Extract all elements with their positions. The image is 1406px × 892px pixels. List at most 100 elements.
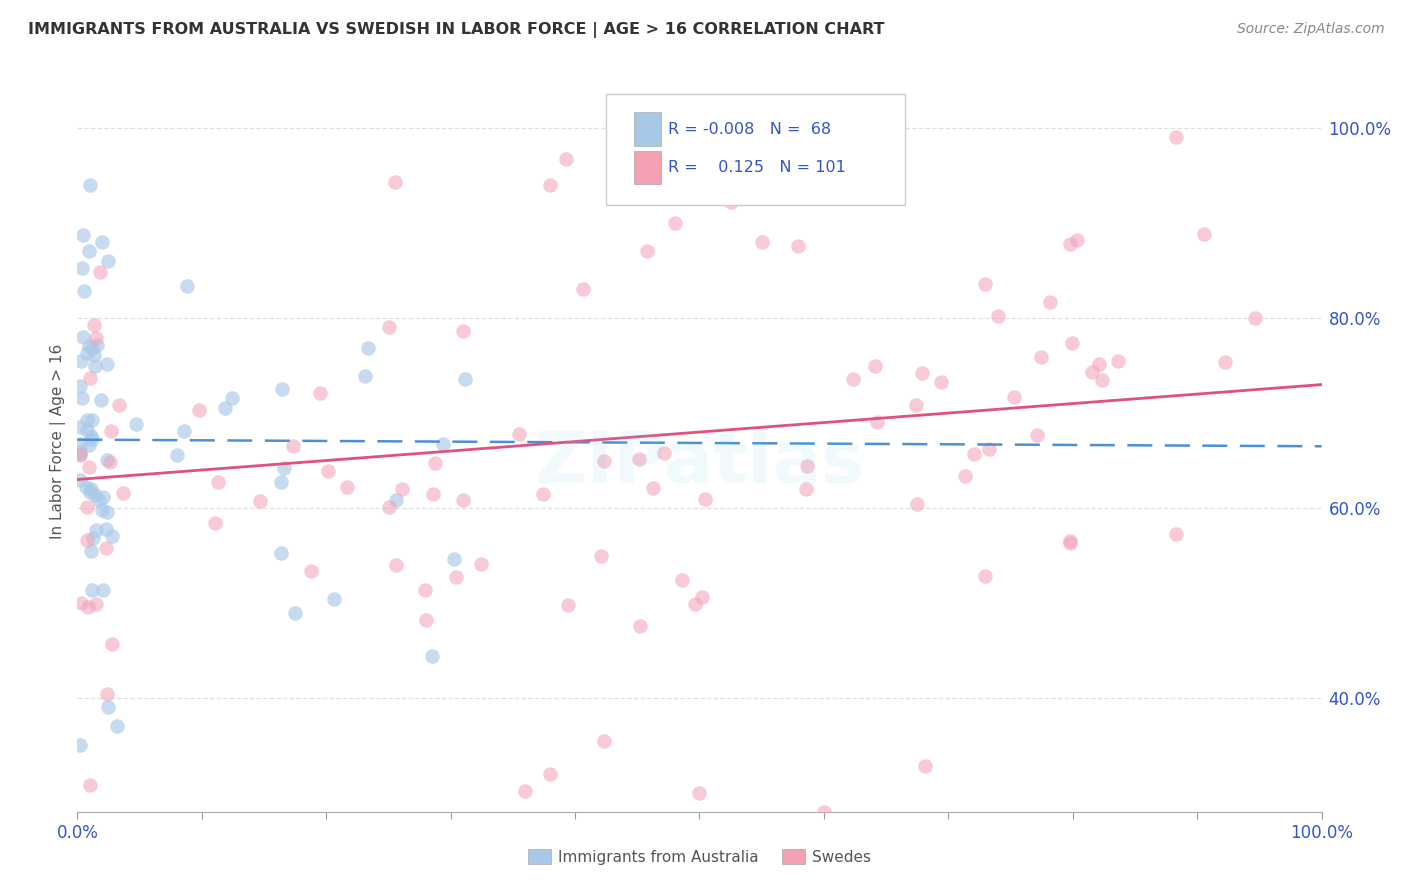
Point <box>444 570 467 584</box>
Point <box>794 483 817 497</box>
Point <box>166 448 188 462</box>
Point <box>69 447 91 461</box>
Point <box>813 805 835 819</box>
Point <box>557 599 579 613</box>
Point <box>76 599 98 614</box>
Point <box>86 338 108 352</box>
Text: IMMIGRANTS FROM AUSTRALIA VS SWEDISH IN LABOR FORCE | AGE > 16 CORRELATION CHART: IMMIGRANTS FROM AUSTRALIA VS SWEDISH IN … <box>28 22 884 38</box>
Point <box>787 239 810 253</box>
Point <box>76 346 98 360</box>
Point <box>422 487 444 501</box>
Point <box>69 739 91 753</box>
Point <box>422 649 444 664</box>
Point <box>77 339 100 353</box>
Point <box>188 403 211 417</box>
Point <box>79 778 101 792</box>
Point <box>451 492 474 507</box>
Point <box>1194 227 1216 241</box>
FancyBboxPatch shape <box>606 94 905 204</box>
Point <box>987 309 1010 323</box>
Point <box>80 583 103 598</box>
Point <box>336 480 359 494</box>
Point <box>100 424 122 438</box>
Point <box>76 423 98 437</box>
Point <box>87 493 110 508</box>
Point <box>589 549 612 563</box>
Point <box>70 596 93 610</box>
Point <box>84 597 107 611</box>
Point <box>689 786 711 800</box>
Point <box>796 458 818 473</box>
Point <box>112 486 135 500</box>
Point <box>91 491 114 505</box>
Point <box>299 564 322 578</box>
Point <box>1002 390 1025 404</box>
Point <box>76 500 98 515</box>
Point <box>1066 233 1088 247</box>
Point <box>1026 428 1049 442</box>
Point <box>96 505 118 519</box>
Point <box>1059 534 1081 549</box>
Point <box>207 475 229 490</box>
Point <box>77 438 100 452</box>
Point <box>572 282 595 296</box>
Point <box>1244 311 1267 326</box>
Point <box>354 368 377 383</box>
Point <box>82 341 104 355</box>
Point <box>91 235 114 250</box>
Point <box>89 265 111 279</box>
Point <box>75 480 97 494</box>
Point <box>628 451 651 466</box>
Point <box>77 244 100 259</box>
Point <box>914 759 936 773</box>
Y-axis label: In Labor Force | Age > 16: In Labor Force | Age > 16 <box>51 344 66 539</box>
Point <box>97 254 120 268</box>
Point <box>1059 236 1081 251</box>
Point <box>80 429 103 443</box>
Text: Source: ZipAtlas.com: Source: ZipAtlas.com <box>1237 22 1385 37</box>
Point <box>1213 354 1236 368</box>
Point <box>423 456 446 470</box>
Point <box>96 357 118 371</box>
Point <box>538 178 561 193</box>
Point <box>84 488 107 502</box>
Point <box>929 375 952 389</box>
Point <box>96 452 118 467</box>
Point <box>221 392 243 406</box>
Point <box>415 583 437 598</box>
Point <box>69 445 91 459</box>
Point <box>593 734 616 748</box>
Point <box>84 331 107 345</box>
Point <box>973 277 995 291</box>
Point <box>1029 350 1052 364</box>
Text: R =    0.125   N = 101: R = 0.125 N = 101 <box>668 160 846 175</box>
Point <box>69 353 91 368</box>
Point <box>284 606 307 620</box>
Point <box>443 551 465 566</box>
Point <box>1166 527 1188 541</box>
Point <box>101 637 124 651</box>
Point <box>84 359 107 373</box>
Point <box>76 413 98 427</box>
Point <box>357 341 380 355</box>
Point <box>173 425 195 439</box>
Point <box>1091 373 1114 387</box>
Point <box>538 766 561 780</box>
Legend: Immigrants from Australia, Swedes: Immigrants from Australia, Swedes <box>522 843 877 871</box>
Point <box>125 417 148 431</box>
Point <box>72 330 94 344</box>
Point <box>470 557 492 571</box>
Point <box>378 320 401 334</box>
Point <box>94 522 117 536</box>
Point <box>214 401 236 416</box>
Point <box>513 784 536 798</box>
Point <box>593 454 616 468</box>
Point <box>963 447 986 461</box>
Point <box>384 175 406 189</box>
Point <box>508 426 530 441</box>
Point <box>1107 354 1129 368</box>
Point <box>973 569 995 583</box>
Point <box>751 235 773 250</box>
Point <box>79 484 101 499</box>
Point <box>97 700 120 714</box>
